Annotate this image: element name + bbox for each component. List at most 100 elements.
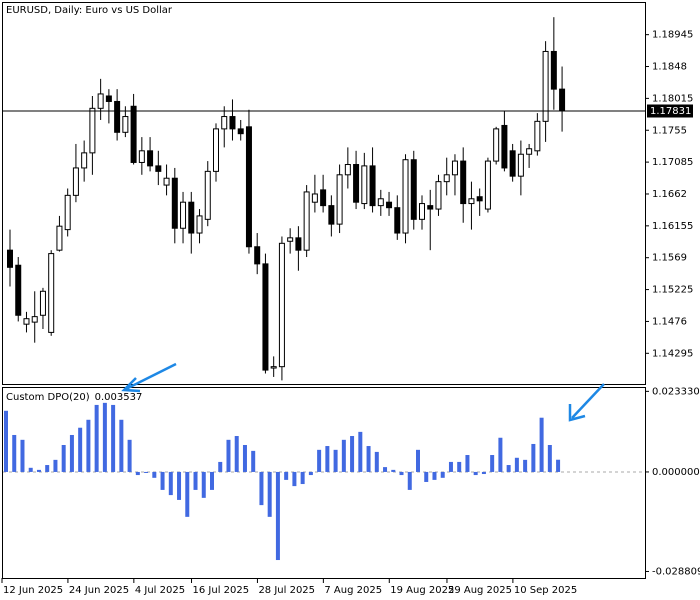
y-tick-label: 1.14295: [652, 348, 693, 359]
candle-body: [114, 100, 121, 133]
dpo-bar: [20, 439, 25, 472]
dpo-bar: [4, 410, 8, 472]
candle-body: [204, 170, 211, 220]
dpo-bar: [119, 419, 124, 472]
candle-body: [245, 126, 252, 248]
dpo-bar: [28, 467, 33, 472]
candle-body: [361, 165, 368, 205]
candle-body: [369, 165, 376, 207]
candle-body: [64, 194, 71, 231]
annotation-arrows: [121, 362, 605, 422]
candle-body: [15, 264, 22, 316]
dpo-bar: [407, 471, 412, 490]
chart-title: EURUSD, Daily: Euro vs US Dollar: [6, 5, 173, 16]
dpo-bar: [275, 471, 280, 561]
x-tick-label: 7 Aug 2025: [324, 585, 382, 596]
candle-body: [526, 148, 533, 155]
dpo-bar: [242, 445, 247, 472]
last-price-box: [647, 104, 693, 118]
candle-body: [295, 237, 302, 251]
candle-body: [443, 174, 450, 183]
dpo-bar: [111, 404, 116, 472]
dpo-bar: [53, 459, 58, 472]
dpo-bar: [144, 471, 149, 473]
candle-body: [509, 150, 516, 177]
indicator-value: 0.003537: [95, 392, 143, 403]
dpo-bar: [69, 434, 74, 472]
dpo-bar: [391, 469, 396, 472]
dpo-bar: [94, 404, 99, 472]
dpo-bar: [300, 471, 305, 485]
candle-body: [270, 366, 277, 369]
candle-body: [377, 198, 384, 207]
dpo-bar: [226, 439, 231, 472]
candle-body: [336, 174, 343, 225]
x-tick-label: 29 Aug 2025: [448, 585, 512, 596]
candle-body: [213, 128, 219, 172]
candle-body: [460, 160, 467, 205]
dpo-bar: [152, 471, 157, 478]
dpo-bar: [177, 471, 182, 500]
dpo-bar: [168, 471, 173, 496]
dpo-bar: [556, 459, 561, 472]
dpo-bar: [506, 465, 511, 472]
candle-body: [427, 205, 434, 210]
dpo-bar: [514, 457, 519, 472]
candle-body: [278, 242, 285, 368]
candle-body: [221, 116, 228, 130]
candle-body: [344, 164, 351, 176]
candle-body: [81, 152, 88, 169]
dpo-bar: [547, 445, 552, 472]
candle-body: [130, 105, 137, 163]
dpo-bar: [424, 471, 429, 482]
candle-body: [534, 120, 541, 152]
candle-body: [435, 181, 442, 210]
candle-body: [188, 201, 195, 234]
candle-body: [31, 316, 38, 323]
y-tick-label: -0.028809: [652, 566, 700, 577]
dpo-bar: [308, 471, 313, 476]
y-tick-label: 1.1662: [652, 189, 687, 200]
y-tick-label: 1.1569: [652, 253, 687, 264]
candle-body: [451, 160, 458, 176]
candle-body: [229, 116, 236, 130]
dpo-bar: [127, 439, 132, 472]
candle-body: [147, 150, 154, 167]
dpo-bar: [465, 455, 470, 472]
candle-body: [320, 189, 327, 207]
candle-body: [303, 191, 310, 251]
dpo-bar: [317, 449, 322, 472]
dpo-bar: [440, 471, 445, 478]
dpo-bar: [193, 471, 198, 490]
y-tick-label: 1.15225: [652, 285, 693, 296]
dpo-bar: [432, 471, 437, 480]
candle-body: [48, 253, 55, 333]
dpo-bar: [86, 419, 91, 472]
candle-body: [97, 93, 104, 109]
candle-body: [311, 193, 318, 203]
candle-body: [394, 207, 401, 234]
dpo-bar: [78, 427, 83, 472]
dpo-bar: [102, 402, 107, 472]
candle-body: [542, 50, 549, 122]
indicator-title: Custom DPO(20): [6, 392, 90, 403]
dpo-bar: [185, 471, 190, 517]
y-tick-label: 1.18015: [652, 93, 693, 104]
x-tick-label: 19 Aug 2025: [390, 585, 454, 596]
x-tick-label: 12 Jun 2025: [3, 585, 63, 596]
candle-body: [402, 159, 409, 234]
dpo-bar: [160, 471, 165, 490]
candle-body: [419, 203, 425, 220]
candle-body: [7, 249, 13, 268]
candle-body: [163, 177, 170, 186]
dpo-bar: [448, 461, 453, 472]
candle-body: [559, 88, 566, 112]
dpo-bar: [416, 449, 420, 472]
dpo-bar: [267, 471, 272, 517]
y-tick-label: 1.17085: [652, 157, 693, 168]
candle-body: [39, 290, 46, 316]
arrow-shaft: [125, 362, 177, 391]
y-tick-label: 1.1848: [652, 62, 687, 73]
dpo-bar: [135, 471, 140, 476]
